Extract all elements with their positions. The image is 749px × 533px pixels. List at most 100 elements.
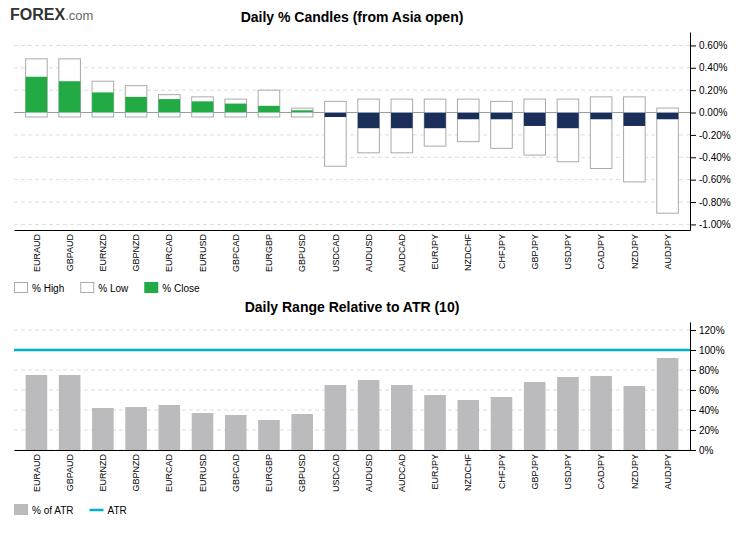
x-tick: EURGBP <box>264 454 274 492</box>
x-tick: EURNZD <box>98 454 108 492</box>
x-tick: GBPJPY <box>530 454 540 490</box>
y-axis-line <box>690 33 691 231</box>
y-tick-mark <box>690 68 696 69</box>
y-tick: 0.40% <box>690 62 727 73</box>
range-bar <box>291 108 313 117</box>
x-tick: NZDCHF <box>463 234 473 271</box>
close-bar <box>524 113 546 126</box>
legend-swatch <box>15 283 28 293</box>
x-tick: AUDCAD <box>397 454 407 493</box>
x-tick: GBPUSD <box>297 454 307 493</box>
x-tick: NZDJPY <box>630 454 640 489</box>
range-bar <box>590 97 612 169</box>
grid-line <box>14 410 690 411</box>
y-tick: -1.00% <box>690 219 731 230</box>
grid <box>14 330 690 450</box>
close-bar <box>457 113 479 120</box>
legend-label: % of ATR <box>32 505 74 516</box>
y-tick: 100% <box>690 345 725 356</box>
bar <box>424 395 446 450</box>
y-tick-label: 60% <box>699 385 719 396</box>
legend-swatch <box>81 283 94 293</box>
grid-line <box>14 90 690 91</box>
close-bar <box>225 104 247 113</box>
grid-line <box>14 134 690 135</box>
x-tick: CADJPY <box>596 454 606 490</box>
x-tick: AUDUSD <box>364 454 374 493</box>
range-bar <box>624 97 646 182</box>
x-tick-label: AUDUSD <box>364 234 374 273</box>
x-tick-label: EURGBP <box>264 234 274 272</box>
reference-line <box>14 349 690 352</box>
x-tick: CADJPY <box>596 234 606 270</box>
range-bar <box>391 99 413 153</box>
y-axis: 0.60%0.40%0.20%0.00%-0.20%-0.40%-0.60%-0… <box>690 33 731 231</box>
range-bar <box>657 108 679 213</box>
x-tick: EURJPY <box>430 234 440 270</box>
y-tick-label: -1.00% <box>699 219 731 230</box>
x-tick: CHFJPY <box>497 454 507 489</box>
x-tick-label: NZDJPY <box>630 454 640 489</box>
x-tick-label: USDJPY <box>563 454 573 490</box>
y-tick-mark <box>690 202 696 203</box>
y-tick-label: 0.60% <box>699 40 727 51</box>
y-tick-label: 20% <box>699 425 719 436</box>
x-tick-label: EURNZD <box>98 454 108 492</box>
grid-line <box>14 67 690 68</box>
x-tick: GBPNZD <box>131 454 141 492</box>
plot-area <box>14 350 690 450</box>
bar <box>159 405 181 450</box>
x-tick-label: EURJPY <box>430 454 440 490</box>
bar <box>92 408 114 450</box>
y-tick-mark <box>690 430 696 431</box>
x-tick-label: EURJPY <box>430 234 440 270</box>
x-tick-label: GBPCAD <box>231 454 241 493</box>
range-bar <box>59 59 81 117</box>
close-bar <box>192 101 214 112</box>
y-tick-mark <box>690 113 696 114</box>
y-tick-mark <box>690 135 696 136</box>
close-bar <box>125 97 147 113</box>
x-tick: AUDJPY <box>663 234 673 270</box>
legend-item: % Close <box>144 282 200 294</box>
x-tick-label: NZDCHF <box>463 454 473 491</box>
x-tick-label: AUDCAD <box>397 454 407 493</box>
y-tick: 0.00% <box>690 107 727 118</box>
chart-1: EURAUDGBPAUDEURNZDGBPNZDEURCADEURUSDGBPC… <box>14 299 725 516</box>
legend-swatch <box>90 509 104 512</box>
x-tick-label: AUDCAD <box>397 234 407 273</box>
chart-title: Daily Range Relative to ATR (10) <box>245 299 460 315</box>
x-tick-label: GBPNZD <box>131 454 141 492</box>
y-tick-label: 120% <box>699 325 725 336</box>
y-tick: -0.60% <box>690 174 731 185</box>
range-bar <box>225 99 247 117</box>
y-tick-label: 0% <box>699 445 714 456</box>
bar <box>358 380 380 450</box>
x-tick: GBPAUD <box>65 234 75 272</box>
y-tick-label: 0.20% <box>699 85 727 96</box>
grid <box>14 45 690 224</box>
x-tick-label: CHFJPY <box>497 234 507 269</box>
x-tick-label: AUDJPY <box>663 234 673 270</box>
x-tick: EURUSD <box>198 234 208 273</box>
x-tick-label: CHFJPY <box>497 454 507 489</box>
grid-line <box>14 390 690 391</box>
legend: % of ATR ATR <box>14 504 127 516</box>
close-bar <box>325 113 347 117</box>
legend-label: ATR <box>108 505 127 516</box>
bar <box>491 397 513 450</box>
x-tick-label: USDCAD <box>331 234 341 273</box>
bar <box>524 382 546 450</box>
x-tick: USDCAD <box>331 234 341 273</box>
y-tick-label: 80% <box>699 365 719 376</box>
bar <box>657 358 679 450</box>
x-tick-label: NZDCHF <box>463 234 473 271</box>
bar <box>557 377 579 450</box>
close-bar <box>391 113 413 129</box>
close-bar <box>358 113 380 129</box>
x-tick-label: USDJPY <box>563 234 573 270</box>
x-tick: EURCAD <box>164 234 174 273</box>
range-bar <box>258 90 280 117</box>
x-tick: EURCAD <box>164 454 174 493</box>
x-tick-label: GBPNZD <box>131 234 141 272</box>
